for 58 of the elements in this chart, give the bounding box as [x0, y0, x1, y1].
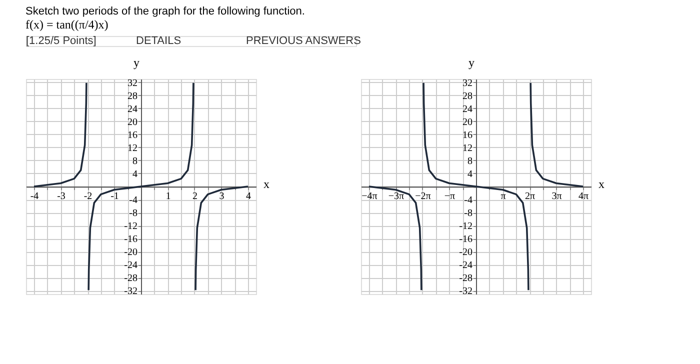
y-tick-label: -12: [124, 221, 138, 232]
y-tick-label: 8: [132, 156, 138, 167]
x-tick-label: −π: [444, 191, 456, 202]
x-tick-label: 4π: [578, 191, 589, 202]
y-tick-label: -20: [124, 247, 138, 258]
y-tick-label: 16: [128, 130, 138, 141]
y-tick-label: 28: [462, 90, 472, 102]
x-tick-label: −4π: [362, 191, 378, 202]
y-tick-label: -28: [124, 273, 138, 284]
y-tick-label: -24: [124, 260, 138, 272]
text: DETAILS: [136, 35, 182, 47]
y-tick-label: 32: [128, 78, 138, 89]
y-tick-label: 24: [128, 104, 138, 115]
y-tick-label: 28: [128, 90, 138, 102]
y-tick-label: 8: [468, 156, 472, 167]
x-tick-label: −2π: [415, 191, 431, 202]
y-tick-label: 16: [462, 130, 472, 141]
x-tick-label: -4: [30, 191, 39, 202]
x-tick-label: 2π: [524, 191, 536, 202]
text: PREVIOUS ANSWERS: [246, 35, 361, 47]
x-axis-title: x: [264, 177, 270, 191]
line-series: [530, 82, 584, 188]
chart-title: Sketch two periods of the graph for the following function.: [26, 6, 305, 18]
y-tick-label: 12: [462, 142, 472, 154]
x-tick-label: 2: [192, 191, 198, 202]
y-tick-label: -20: [459, 247, 472, 258]
y-tick-label: -32: [124, 286, 138, 298]
y-tick-label: 4: [132, 168, 138, 180]
x-tick-label: π: [500, 191, 506, 202]
line-series: [33, 82, 88, 188]
x-tick-label: 1: [166, 191, 171, 202]
x-tick-label: -3: [57, 191, 66, 202]
x-tick-label: 4: [246, 191, 251, 202]
x-axis-title: x: [598, 177, 604, 191]
x-tick-label: −3π: [388, 191, 404, 202]
y-tick-label: 4: [468, 168, 472, 180]
x-tick-label: -2: [84, 191, 92, 202]
y-axis-title: y: [468, 56, 474, 70]
y-tick-label: -32: [459, 286, 472, 298]
x-tick-label: 3: [219, 191, 224, 202]
text: [1.25/5 Points]: [26, 35, 96, 47]
y-tick-label: -16: [124, 234, 138, 246]
chart-subtitle: f(x) = tan((π/4)x): [26, 18, 108, 32]
y-tick-label: -8: [129, 208, 138, 220]
y-tick-label: 12: [128, 142, 138, 154]
y-axis-title: y: [134, 56, 140, 70]
y-tick-label: 20: [128, 116, 138, 128]
x-tick-label: -1: [110, 191, 119, 202]
y-tick-label: -8: [464, 208, 472, 220]
y-tick-label: -16: [459, 234, 472, 246]
y-tick-label: -24: [459, 260, 472, 272]
x-tick-label: 3π: [552, 191, 562, 202]
y-tick-label: -28: [459, 273, 472, 284]
y-tick-label: 32: [462, 78, 472, 89]
line-series: [194, 186, 249, 291]
y-tick-label: 20: [462, 116, 472, 128]
y-tick-label: -12: [459, 221, 472, 232]
y-tick-label: 24: [462, 104, 472, 115]
